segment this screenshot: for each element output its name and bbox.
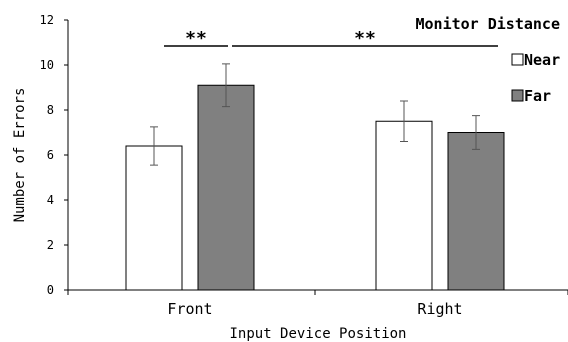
- significance-label: **: [185, 28, 207, 49]
- y-tick-label: 12: [40, 13, 54, 27]
- legend-title: Monitor Distance: [416, 15, 561, 33]
- significance-label: **: [354, 28, 376, 49]
- category-label-right: Right: [417, 300, 462, 318]
- bars: [125, 84, 505, 291]
- bar-far-front: [197, 84, 255, 291]
- y-tick-label: 8: [47, 103, 54, 117]
- bar-near-front: [125, 145, 183, 291]
- y-tick-label: 10: [40, 58, 54, 72]
- legend: Monitor Distance Near Far: [416, 15, 561, 105]
- category-label-front: Front: [167, 300, 212, 318]
- y-tick-label: 2: [47, 238, 54, 252]
- y-axis-title: Number of Errors: [12, 88, 28, 223]
- y-tick-label: 0: [47, 283, 54, 297]
- significance-markers: ** **: [164, 28, 498, 49]
- error-bars: [150, 63, 480, 166]
- y-tick-label: 6: [47, 148, 54, 162]
- legend-label-far: Far: [524, 87, 551, 105]
- bar-far-right: [447, 132, 505, 291]
- legend-label-near: Near: [524, 51, 560, 69]
- bar-near-right: [375, 120, 433, 291]
- x-axis-title: Input Device Position: [229, 326, 406, 342]
- category-labels: Front Right: [67, 290, 568, 318]
- y-tick-label: 4: [47, 193, 54, 207]
- legend-swatch-near: [511, 53, 524, 66]
- y-tick-labels: 0 2 4 6 8 10 12: [40, 13, 68, 297]
- legend-swatch-far: [511, 89, 524, 102]
